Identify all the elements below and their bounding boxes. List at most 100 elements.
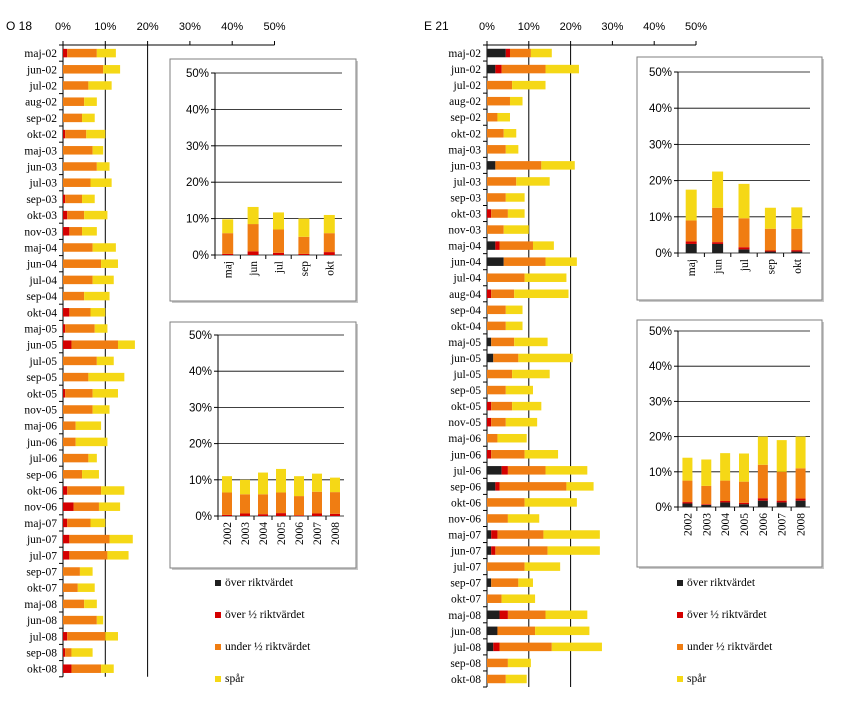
e21-main-bar-trace: [505, 417, 538, 427]
o18-inset-month-y-tick-label: 50%: [186, 68, 209, 80]
o18-main-bar-trace: [101, 259, 118, 268]
e21-main-category-label: jun-08: [450, 626, 481, 638]
e21-main-bar-under-half: [487, 305, 506, 315]
o18-legend-label: över ½ riktvärdet: [225, 609, 305, 621]
e21-main-bar-over-half: [487, 289, 492, 299]
o18-main-bar-under-half: [69, 534, 110, 544]
e21-main-bar-under-half: [487, 225, 504, 234]
e21-main-bar-under-half: [487, 273, 525, 282]
o18-inset-month-bar-over-half: [323, 252, 335, 255]
e21-main-bar-under-half: [503, 257, 546, 266]
o18-main-bar-under-half: [63, 405, 93, 414]
o18-main-category-label: sep-05: [26, 372, 57, 384]
e21-main-x-tick-label: 40%: [643, 21, 665, 33]
e21-main-bar-over-limit: [487, 482, 496, 491]
o18-main-category-label: jun-07: [26, 534, 57, 546]
e21-main-bar-over-limit: [487, 642, 494, 652]
e21-main-title: E 21: [424, 19, 449, 33]
o18-inset-year-bar-trace: [330, 477, 340, 493]
o18-inset-month-y-tick-label: 10%: [186, 214, 209, 226]
o18-inset-month-bar-under-half: [273, 229, 284, 253]
e21-main-bar-over-half: [495, 241, 500, 250]
e21-inset-year-y-tick-label: 40%: [649, 361, 672, 373]
o18-inset-year-bar-over-half: [240, 513, 250, 516]
o18-main-category-label: okt-07: [27, 583, 57, 595]
e21-main-category-label: sep-08: [450, 658, 481, 670]
o18-inset-year-y-tick-label: 0%: [195, 511, 212, 523]
e21-main-bar-under-half: [487, 369, 513, 379]
e21-main-category-label: okt-07: [451, 594, 481, 606]
e21-main-bar-under-half: [487, 145, 506, 154]
o18-main-bar-trace: [96, 48, 116, 58]
e21-main-bar-under-half: [495, 546, 548, 555]
e21-main-bar-under-half: [487, 193, 506, 202]
e21-inset-month-bar-trace: [712, 171, 724, 208]
o18-inset-year-bar-over-half: [330, 513, 340, 516]
o18-main-bar-trace: [84, 291, 110, 301]
e21-main-bar-under-half: [491, 401, 513, 411]
o18-inset-month-category-label: jun: [248, 261, 260, 277]
e21-main-category-label: jun-05: [450, 353, 481, 365]
e21-main-bar-under-half: [487, 594, 502, 603]
e21-legend-swatch-under-half: [677, 644, 683, 650]
o18-main-bar-under-half: [63, 113, 83, 123]
e21-inset-year-bar-trace: [757, 436, 768, 465]
e21-main-category-label: sep-04: [450, 305, 481, 317]
e21-inset-year-bar-over-limit: [776, 502, 787, 507]
e21-inset-month-bar-over-half: [738, 247, 750, 250]
e21-inset-year-frame: [636, 319, 823, 568]
o18-legend-swatch-over-half: [215, 612, 221, 618]
o18-main-category-label: sep-06: [26, 469, 57, 481]
e21-inset-year-bar-under-half: [720, 480, 731, 502]
o18-main-bar-under-half: [65, 324, 95, 333]
e21-main-bar-under-half: [493, 353, 519, 363]
o18-inset-month-bar-trace: [298, 218, 310, 237]
e21-inset-month-bar-over-half: [685, 241, 697, 244]
o18-main-bar-trace: [82, 470, 99, 479]
e21-main-bar-under-half: [497, 530, 544, 539]
o18-main-bar-trace: [96, 615, 104, 625]
e21-main-category-label: jul-07: [453, 562, 482, 574]
e21-legend-swatch-over-limit: [677, 580, 683, 586]
o18-inset-year-bar-trace: [240, 479, 250, 495]
o18-main-bar-over-half: [63, 324, 66, 333]
o18-main-bar-under-half: [63, 615, 97, 625]
o18-inset-year-category-label: 2007: [312, 522, 324, 545]
o18-main-bar-under-half: [73, 502, 99, 511]
e21-inset-year-category-label: 2007: [777, 513, 789, 536]
e21-main-category-label: aug-04: [449, 289, 481, 301]
o18-inset-year-bar-over-half: [312, 513, 322, 516]
e21-inset-month-bar-over-half: [791, 250, 803, 252]
e21-main-x-tick-label: 30%: [601, 21, 623, 33]
e21-main-x-tick-label: 50%: [685, 21, 707, 33]
o18-main-bar-over-half: [63, 486, 68, 495]
e21-main-category-label: jul-03: [453, 176, 482, 188]
e21-main-bar-under-half: [487, 514, 508, 523]
e21-inset-month-bar-trace: [685, 189, 697, 221]
o18-inset-year-y-tick-label: 50%: [189, 330, 212, 342]
e21-legend-label: över ½ riktvärdet: [687, 609, 767, 621]
e21-main-category-label: maj-02: [448, 48, 481, 60]
o18-main-bar-under-half: [63, 470, 83, 479]
e21-main-bar-over-half: [493, 642, 500, 652]
e21-main-bar-over-half: [487, 401, 492, 411]
e21-main-bar-under-half: [499, 642, 552, 652]
o18-main-bar-trace: [92, 243, 116, 252]
o18-main-bar-under-half: [63, 275, 93, 285]
e21-inset-year-bar-over-half: [795, 498, 806, 501]
o18-inset-year-y-tick-label: 30%: [189, 402, 212, 414]
e21-inset-month-category-label: jun: [713, 259, 725, 275]
e21-main-bar-trace: [505, 321, 523, 331]
o18-inset-month-bar-over-half: [222, 253, 234, 255]
o18-main-category-label: jun-05: [26, 340, 57, 352]
o18-main-bar-trace: [84, 599, 97, 609]
o18-inset-year-category-label: 2003: [240, 522, 252, 545]
e21-inset-year-bar-trace: [720, 453, 731, 481]
o18-main-bar-trace: [84, 210, 108, 220]
e21-main-bar-over-limit: [487, 530, 492, 539]
o18-main-bar-under-half: [65, 648, 72, 657]
e21-inset-month-bar-over-limit: [712, 243, 724, 253]
o18-main-category-label: jul-02: [29, 81, 58, 93]
e21-inset-year-y-tick-label: 50%: [649, 326, 672, 338]
e21-main-category-label: aug-02: [449, 96, 481, 108]
